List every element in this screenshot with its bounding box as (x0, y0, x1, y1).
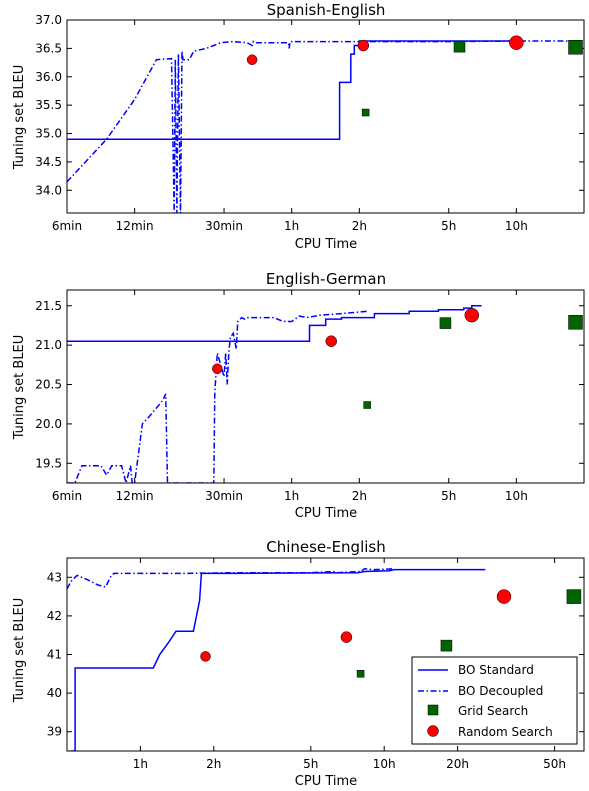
x-tick-label: 20h (446, 757, 469, 771)
y-tick-label: 21.5 (35, 299, 62, 313)
grid-search-point (356, 670, 365, 678)
legend: BO Standard BO Decoupled Grid Search Ran… (411, 656, 578, 745)
y-tick-label: 39 (47, 725, 62, 739)
random-search-point (246, 54, 258, 65)
random-search-point (200, 651, 211, 662)
chart-chinese-english: Chinese-English CPU Time Tuning set BLEU… (12, 538, 585, 789)
y-axis-label: Tuning set BLEU (12, 335, 27, 441)
grid-search-point (440, 639, 453, 652)
x-axis-label: CPU Time (295, 506, 357, 521)
y-tick-label: 36.0 (35, 70, 62, 84)
y-tick-label: 19.5 (35, 456, 62, 470)
grid-search-point (363, 401, 371, 409)
plot-frame (66, 289, 585, 484)
y-tick-label: 43 (47, 570, 62, 584)
y-tick-label: 35.0 (35, 127, 62, 141)
random-search-point (496, 589, 512, 604)
legend-label-grid-search: Grid Search (458, 704, 528, 718)
random-search-point (340, 631, 353, 643)
grid-search-point (568, 315, 583, 330)
x-tick-label: 1h (133, 757, 148, 771)
x-tick-label: 1h (284, 219, 299, 233)
y-tick-label: 41 (47, 648, 62, 662)
grid-search-point (453, 40, 466, 53)
plot-area (67, 35, 583, 213)
plot-frame (66, 557, 585, 752)
x-tick-label: 30min (205, 489, 243, 503)
x-tick-label: 1h (284, 489, 299, 503)
bo-decoupled-line (67, 40, 576, 213)
chart-english-german: English-German CPU Time Tuning set BLEU … (12, 270, 585, 521)
x-tick-label: 6min (52, 489, 82, 503)
x-tick-label: 10h (505, 219, 528, 233)
random-search-point (464, 307, 480, 323)
y-tick-label: 20.0 (35, 417, 62, 431)
x-tick-label: 5h (441, 219, 456, 233)
grid-search-point (361, 108, 370, 117)
grid-search-point (439, 317, 452, 329)
y-tick-label: 34.5 (35, 155, 62, 169)
random-search-point (509, 35, 524, 50)
bo-decoupled-line (67, 310, 368, 483)
y-tick-label: 37.0 (35, 13, 62, 27)
legend-box (411, 656, 578, 745)
plot-area (67, 305, 583, 483)
random-search-point (357, 39, 370, 52)
grid-search-point (568, 39, 583, 55)
y-tick-label: 20.5 (35, 378, 62, 392)
x-tick-label: 10h (373, 757, 396, 771)
x-tick-label: 30min (205, 219, 243, 233)
bo-decoupled-line (67, 568, 395, 590)
x-tick-label: 6min (52, 219, 82, 233)
plot-area (67, 568, 582, 751)
y-tick-label: 36.5 (35, 41, 62, 55)
chart-spanish-english: Spanish-English CPU Time Tuning set BLEU… (12, 1, 585, 252)
plot-frame (66, 19, 585, 214)
chart-title: Chinese-English (266, 538, 386, 556)
x-tick-label: 2h (352, 489, 367, 503)
x-tick-label: 50h (543, 757, 566, 771)
grid-search-point (566, 589, 582, 604)
x-axis-label: CPU Time (295, 774, 357, 789)
legend-label-bo-standard: BO Standard (458, 663, 534, 677)
chart-title: English-German (266, 270, 386, 288)
x-tick-label: 2h (206, 757, 221, 771)
y-tick-label: 34.0 (35, 183, 62, 197)
y-tick-label: 35.5 (35, 98, 62, 112)
legend-label-random-search: Random Search (458, 725, 553, 739)
chart-title: Spanish-English (267, 1, 386, 19)
x-tick-label: 2h (352, 219, 367, 233)
x-tick-label: 12min (116, 489, 154, 503)
y-axis-label: Tuning set BLEU (12, 598, 27, 704)
bo-standard-line (67, 305, 482, 342)
y-tick-label: 40 (47, 686, 62, 700)
bo-standard-line (67, 40, 517, 140)
y-axis-label: Tuning set BLEU (12, 65, 27, 171)
y-tick-label: 42 (47, 609, 62, 623)
x-tick-label: 5h (441, 489, 456, 503)
bo-standard-line (71, 568, 486, 751)
legend-label-bo-decoupled: BO Decoupled (458, 684, 543, 698)
random-search-point (325, 335, 337, 347)
random-search-point (212, 363, 223, 375)
x-tick-label: 12min (116, 219, 154, 233)
legend-square-marker (427, 704, 439, 716)
legend-circle-marker (427, 725, 439, 737)
x-axis-label: CPU Time (295, 237, 357, 252)
x-tick-label: 5h (303, 757, 318, 771)
y-tick-label: 21.0 (35, 338, 62, 352)
x-tick-label: 10h (505, 489, 528, 503)
